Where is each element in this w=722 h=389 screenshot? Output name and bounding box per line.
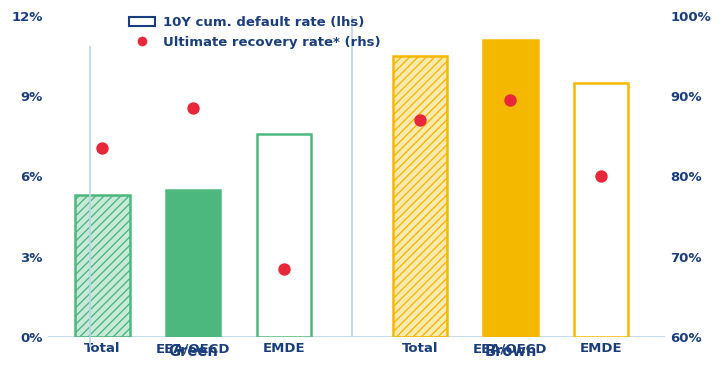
Point [278, 266, 290, 272]
Bar [393, 56, 447, 337]
Bar [574, 83, 628, 337]
Point [414, 117, 425, 123]
Text: Brown: Brown [484, 344, 536, 359]
Bar [483, 40, 538, 337]
Legend: 10Y cum. default rate (lhs), Ultimate recovery rate* (rhs): 10Y cum. default rate (lhs), Ultimate re… [129, 16, 380, 49]
Point [596, 173, 607, 180]
Text: Green: Green [168, 344, 218, 359]
Bar [166, 190, 220, 337]
Point [505, 97, 516, 103]
Bar [256, 134, 311, 337]
Point [97, 145, 108, 152]
Bar [75, 195, 130, 337]
Point [187, 105, 199, 111]
Bar [75, 195, 130, 337]
Bar [393, 56, 447, 337]
